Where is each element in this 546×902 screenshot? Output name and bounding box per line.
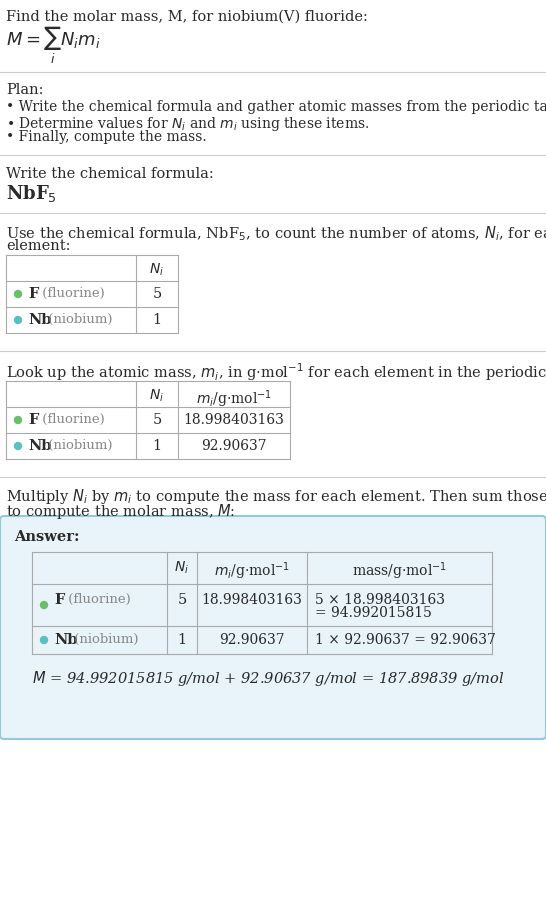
Text: • Determine values for $N_i$ and $m_i$ using these items.: • Determine values for $N_i$ and $m_i$ u… [6,115,369,133]
Text: 18.998403163: 18.998403163 [201,593,302,607]
Text: 5: 5 [152,413,162,427]
Text: (fluorine): (fluorine) [64,593,130,606]
Text: Find the molar mass, M, for niobium(V) fluoride:: Find the molar mass, M, for niobium(V) f… [6,10,368,24]
Text: 92.90637: 92.90637 [219,633,285,647]
Circle shape [15,443,21,449]
Text: F: F [28,413,38,427]
Text: • Write the chemical formula and gather atomic masses from the periodic table.: • Write the chemical formula and gather … [6,100,546,114]
Text: $N_i$: $N_i$ [150,388,164,404]
Text: F: F [54,593,64,607]
Circle shape [15,317,21,324]
Text: • Finally, compute the mass.: • Finally, compute the mass. [6,130,206,144]
Text: 1: 1 [177,633,187,647]
Text: (fluorine): (fluorine) [38,413,105,426]
Text: $N_i$: $N_i$ [150,262,164,279]
Text: 1: 1 [152,313,162,327]
Text: $m_i$/g$\cdot$mol$^{-1}$: $m_i$/g$\cdot$mol$^{-1}$ [196,388,272,410]
Text: (niobium): (niobium) [44,313,112,326]
Text: (niobium): (niobium) [70,633,139,646]
Text: mass/g$\cdot$mol$^{-1}$: mass/g$\cdot$mol$^{-1}$ [352,560,447,582]
Text: $M = \sum_i N_i m_i$: $M = \sum_i N_i m_i$ [6,25,100,66]
Text: 92.90637: 92.90637 [201,439,267,453]
Text: 1 × 92.90637 = 92.90637: 1 × 92.90637 = 92.90637 [315,633,496,647]
Text: Look up the atomic mass, $m_i$, in g$\cdot$mol$^{-1}$ for each element in the pe: Look up the atomic mass, $m_i$, in g$\cd… [6,361,546,382]
Circle shape [40,602,48,609]
Text: element:: element: [6,239,70,253]
Text: = 94.992015815: = 94.992015815 [315,606,432,620]
Text: Plan:: Plan: [6,83,44,97]
Text: NbF$_5$: NbF$_5$ [6,183,57,204]
Text: Multiply $N_i$ by $m_i$ to compute the mass for each element. Then sum those val: Multiply $N_i$ by $m_i$ to compute the m… [6,487,546,506]
Circle shape [15,417,21,424]
Text: to compute the molar mass, $M$:: to compute the molar mass, $M$: [6,502,235,521]
Text: $M$ = 94.992015815 g/mol + 92.90637 g/mol = 187.89839 g/mol: $M$ = 94.992015815 g/mol + 92.90637 g/mo… [32,669,505,688]
Text: 1: 1 [152,439,162,453]
Text: 5: 5 [152,287,162,301]
Text: 18.998403163: 18.998403163 [183,413,284,427]
Text: Nb: Nb [54,633,78,647]
Text: Nb: Nb [28,313,51,327]
Text: 5 × 18.998403163: 5 × 18.998403163 [315,593,445,607]
Circle shape [40,637,48,643]
Text: F: F [28,287,38,301]
Text: Use the chemical formula, NbF$_5$, to count the number of atoms, $N_i$, for each: Use the chemical formula, NbF$_5$, to co… [6,224,546,243]
Text: Answer:: Answer: [14,530,80,544]
Text: Nb: Nb [28,439,51,453]
Text: Write the chemical formula:: Write the chemical formula: [6,167,213,181]
FancyBboxPatch shape [0,516,546,739]
Circle shape [15,290,21,298]
Text: (fluorine): (fluorine) [38,287,105,300]
Text: $m_i$/g$\cdot$mol$^{-1}$: $m_i$/g$\cdot$mol$^{-1}$ [214,560,290,582]
Text: (niobium): (niobium) [44,439,112,452]
Text: 5: 5 [177,593,187,607]
Text: $N_i$: $N_i$ [175,560,189,576]
